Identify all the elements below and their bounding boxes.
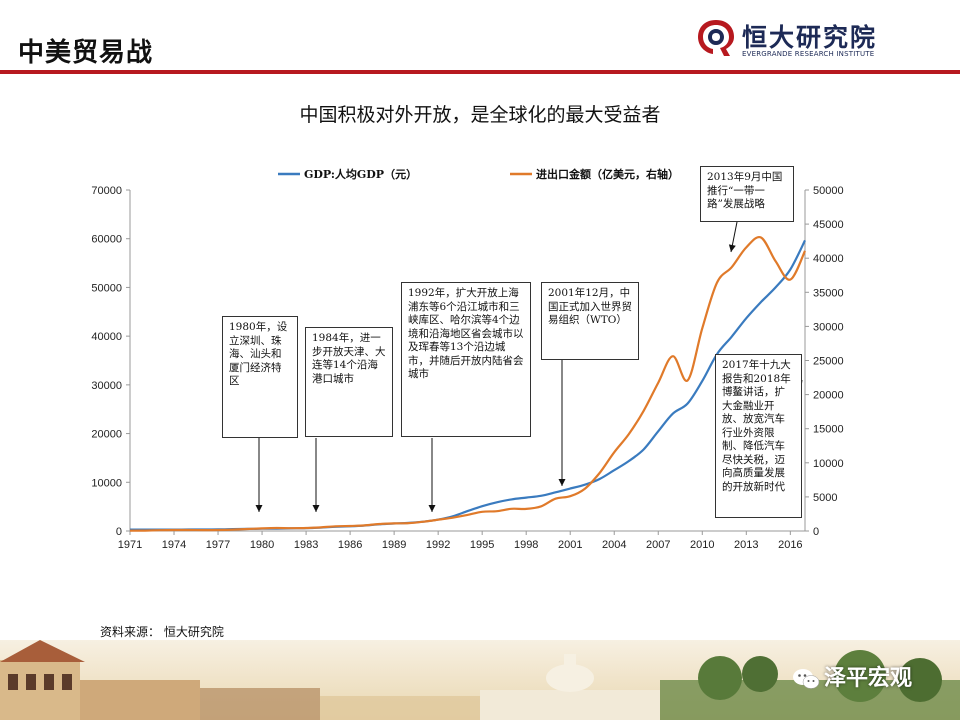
x-tick-label: 1977 bbox=[206, 539, 230, 551]
annotation-1984: 1984年，进一步开放天津、大连等14个沿海港口城市 bbox=[305, 327, 393, 437]
x-tick-label: 2013 bbox=[734, 539, 758, 551]
y-axis-left: 0 10000 20000 30000 40000 50000 60000 70000 bbox=[91, 185, 131, 538]
y-axis-right: 0 5000 10000 15000 20000 25000 30000 35000 40000… bbox=[804, 185, 844, 538]
y-right-tick-label: 15000 bbox=[813, 424, 844, 436]
evergrande-logo: 恒大研究院 EVERGRANDE RESEARCH INSTITUTE bbox=[694, 14, 884, 64]
y-right-tick-label: 35000 bbox=[813, 287, 844, 299]
x-tick-label: 1992 bbox=[426, 539, 450, 551]
arrow-2001-head bbox=[558, 479, 566, 486]
annotation-2001: 2001年12月，中国正式加入世界贸易组织（WTO） bbox=[541, 282, 639, 360]
arrow-1992-head bbox=[428, 505, 436, 512]
annotation-2017: 2017年十九大报告和2018年博鳌讲话，扩大金融业开放、放宽汽车行业外资限制、… bbox=[715, 354, 802, 518]
annotation-2013: 2013年9月中国推行“一带一路”发展战略 bbox=[700, 166, 794, 222]
y-left-tick-label: 40000 bbox=[91, 331, 122, 343]
arrow-1980-head bbox=[255, 505, 263, 512]
y-left-tick-label: 10000 bbox=[91, 477, 122, 489]
x-tick-label: 1971 bbox=[118, 539, 142, 551]
legend-label-gdp: GDP:人均GDP（元） bbox=[304, 167, 417, 181]
y-left-tick-label: 20000 bbox=[91, 429, 122, 441]
legend: GDP:人均GDP（元） 进出口金额（亿美元，右轴） bbox=[278, 167, 679, 181]
y-right-tick-label: 10000 bbox=[813, 458, 844, 470]
arrow-2013-head bbox=[728, 244, 736, 252]
y-right-tick-label: 20000 bbox=[813, 390, 844, 402]
y-left-tick-label: 50000 bbox=[91, 282, 122, 294]
arrow-1984-head bbox=[312, 505, 320, 512]
watermark-text: 泽平宏观 bbox=[824, 666, 913, 691]
x-tick-label: 2007 bbox=[646, 539, 670, 551]
y-right-tick-label: 5000 bbox=[813, 492, 837, 504]
y-right-tick-label: 0 bbox=[813, 526, 819, 538]
chart-title: 中国积极对外开放，是全球化的最大受益者 bbox=[299, 104, 661, 126]
legend-label-trade: 进出口金额（亿美元，右轴） bbox=[536, 167, 679, 181]
y-left-tick-label: 30000 bbox=[91, 380, 122, 392]
y-left-tick-label: 60000 bbox=[91, 234, 122, 246]
y-left-tick-label: 70000 bbox=[91, 185, 122, 197]
y-right-tick-label: 50000 bbox=[813, 185, 844, 197]
x-tick-label: 2010 bbox=[690, 539, 714, 551]
wechat-icon bbox=[793, 669, 820, 689]
header-divider bbox=[0, 70, 960, 74]
x-tick-label: 1998 bbox=[514, 539, 538, 551]
x-tick-label: 1986 bbox=[338, 539, 362, 551]
logo-name-en: EVERGRANDE RESEARCH INSTITUTE bbox=[742, 50, 875, 58]
x-tick-label: 1974 bbox=[162, 539, 186, 551]
y-right-tick-label: 25000 bbox=[813, 356, 844, 368]
x-tick-label: 1980 bbox=[250, 539, 274, 551]
x-tick-label: 1995 bbox=[470, 539, 494, 551]
annotation-1992: 1992年，扩大开放上海浦东等6个沿江城市和三峡库区、哈尔滨等4个边境和沿海地区… bbox=[401, 282, 531, 437]
x-tick-label: 2001 bbox=[558, 539, 582, 551]
logo-name-cn: 恒大研究院 bbox=[742, 23, 878, 52]
x-axis: 1971 1974 1977 1980 1983 1986 1989 1992 1995 1998… bbox=[118, 530, 805, 551]
x-tick-label: 2016 bbox=[778, 539, 802, 551]
x-tick-label: 1983 bbox=[294, 539, 318, 551]
series-line-trade-value bbox=[129, 235, 806, 532]
x-tick-label: 1989 bbox=[382, 539, 406, 551]
annotation-1980: 1980年，设立深圳、珠海、汕头和厦门经济特区 bbox=[222, 316, 298, 438]
y-left-tick-label: 0 bbox=[116, 526, 122, 538]
watermark: 泽平宏观 bbox=[792, 660, 912, 692]
y-right-tick-label: 45000 bbox=[813, 219, 844, 231]
y-right-tick-label: 30000 bbox=[813, 321, 844, 333]
page-title: 中美贸易战 bbox=[18, 38, 154, 68]
y-right-tick-label: 40000 bbox=[813, 253, 844, 265]
evergrande-logo-icon bbox=[698, 20, 734, 56]
series-layer bbox=[129, 235, 806, 532]
trade-gdp-chart: 0 10000 20000 30000 40000 50000 60000 70000 0 50… bbox=[91, 167, 844, 551]
x-tick-label: 2004 bbox=[602, 539, 626, 551]
source-note: 资料来源： 恒大研究院 bbox=[100, 625, 224, 639]
